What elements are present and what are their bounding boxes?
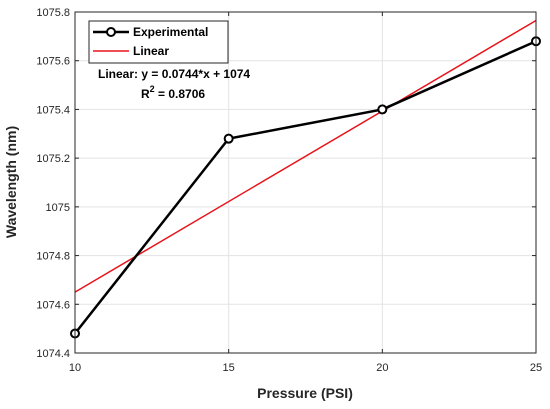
x-tick-label: 20	[376, 362, 388, 374]
plot-frame	[74, 11, 537, 354]
y-tick-label: 1075.4	[36, 104, 70, 116]
y-tick-label: 1075.8	[36, 7, 70, 19]
y-tick-label: 1074.8	[36, 251, 70, 263]
r-squared-superscript: 2	[150, 84, 155, 94]
experimental-point	[223, 133, 234, 144]
linear-fit-line	[74, 19, 537, 293]
y-axis-label: Wavelength (nm)	[3, 126, 19, 238]
y-tick-label: 1074.6	[36, 299, 70, 311]
legend: Experimental Linear	[88, 20, 229, 64]
y-tick-label: 1075.6	[36, 56, 70, 68]
axis-ticks: 10 15 20 25 1074.4 1074.6 1074.8 1075 1075.2 1075…	[36, 7, 542, 374]
r-squared-symbol: R	[141, 87, 150, 101]
y-tick-label: 1075.2	[36, 153, 70, 165]
x-axis-label: Pressure (PSI)	[257, 385, 353, 401]
y-tick-label: 1074.4	[36, 348, 70, 360]
x-tick-label: 25	[530, 362, 542, 374]
x-tick-label: 15	[223, 362, 235, 374]
legend-label-experimental: Experimental	[133, 25, 208, 39]
r-squared-value: = 0.8706	[155, 87, 206, 101]
fit-equation: Linear: y = 0.0744*x + 1074	[98, 67, 250, 81]
legend-marker-experimental	[106, 27, 116, 37]
grid	[74, 11, 537, 354]
fit-r-squared: R2 = 0.8706	[141, 84, 205, 101]
legend-label-linear: Linear	[133, 44, 169, 58]
series-linear	[74, 19, 537, 293]
y-tick-label: 1075	[46, 202, 70, 214]
x-tick-label: 10	[69, 362, 81, 374]
experimental-line	[74, 40, 537, 335]
experimental-point	[377, 104, 388, 115]
